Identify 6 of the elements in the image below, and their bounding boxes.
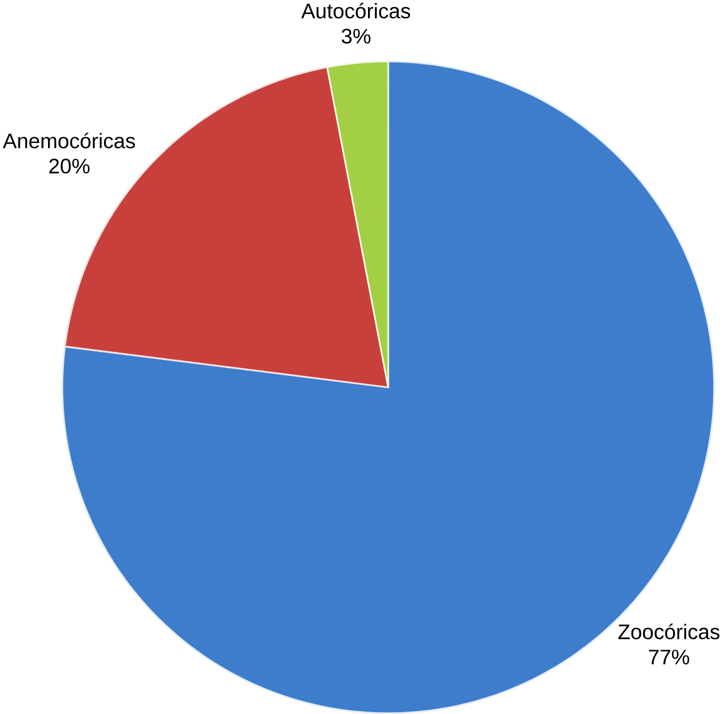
data-label: 77% [648,650,690,664]
slice-label: Anemocóricas [2,132,135,148]
slice-label: Zoocóricas [618,624,720,640]
data-label: 3% [342,28,370,44]
data-label: 20% [49,158,90,174]
slice-label: Autocóricas [301,2,410,18]
